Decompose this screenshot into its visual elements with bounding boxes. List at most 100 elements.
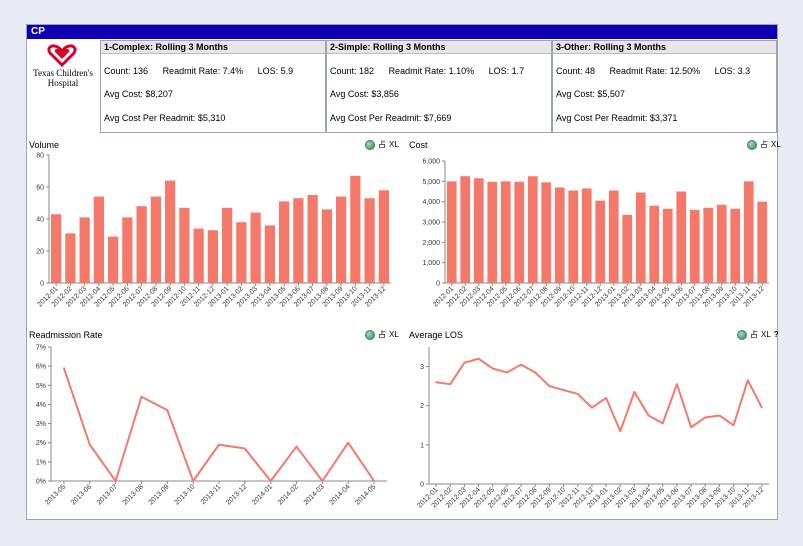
bar (446, 181, 457, 283)
chart-title-readmission: Readmission Rate (29, 330, 103, 340)
data-point (373, 480, 375, 482)
bar (293, 198, 304, 283)
data-point (114, 480, 117, 482)
y-tick-label: 60 (36, 185, 44, 192)
data-point (63, 367, 65, 369)
data-point (295, 445, 298, 448)
kpi-stats-row: Count: 182 Readmit Rate: 1.10% LOS: 1.7 (330, 66, 536, 76)
data-point (218, 443, 220, 446)
data-point (347, 441, 350, 444)
y-tick-label: 40 (36, 217, 44, 224)
bar (527, 176, 538, 283)
bar (93, 196, 105, 283)
x-tick-label: 2014-01 (251, 483, 274, 506)
bar (635, 192, 646, 283)
cost-chart: 01,0002,0003,0004,0005,0006,0002012-0120… (422, 159, 769, 309)
bar (514, 181, 525, 283)
data-point (619, 430, 622, 432)
x-tick-label: 2014-04 (329, 483, 352, 506)
kpi-los: LOS: 5.9 (257, 66, 294, 76)
data-point (661, 422, 664, 425)
data-point (676, 383, 678, 385)
help-button[interactable]: ? (773, 330, 779, 339)
export-xl-button[interactable]: XL (389, 140, 399, 149)
bar (757, 201, 768, 283)
clear-selection-button[interactable]: 占 (750, 330, 758, 339)
y-tick-label: 20 (36, 249, 44, 256)
data-point (321, 480, 324, 482)
bar (307, 195, 318, 283)
bar (500, 181, 511, 283)
data-point (690, 426, 692, 429)
clear-selection-button[interactable]: 占 (378, 330, 386, 339)
y-tick-label: 4% (36, 402, 46, 409)
y-tick-label: 7% (36, 345, 46, 352)
kpi-avg-cost: Avg Cost: $8,207 (104, 89, 173, 99)
export-xl-button[interactable]: XL (771, 140, 781, 149)
y-tick-label: 3% (36, 421, 46, 428)
chart-toolbar-average-los: 占 XL ? (737, 329, 779, 340)
data-point (704, 416, 707, 419)
bar (473, 178, 484, 283)
series-line (62, 367, 375, 482)
bar (689, 209, 700, 283)
clear-selection-button[interactable]: 占 (378, 140, 386, 149)
export-xl-button[interactable]: XL (761, 330, 771, 339)
chart-toolbar-readmission: 占 XL (365, 329, 399, 340)
data-point (140, 395, 143, 398)
x-tick-label: 2013-07 (96, 483, 119, 506)
data-point (746, 379, 749, 382)
bar (716, 204, 727, 283)
search-icon[interactable] (737, 329, 747, 340)
export-xl-button[interactable]: XL (389, 330, 399, 339)
clear-selection-button[interactable]: 占 (760, 140, 768, 149)
search-icon[interactable] (365, 139, 375, 150)
search-icon[interactable] (365, 329, 375, 340)
data-point (463, 361, 466, 364)
bar (65, 233, 76, 283)
x-tick-label: 2014-05 (354, 483, 377, 506)
bar (608, 190, 619, 283)
x-tick-label: 2013-08 (122, 483, 145, 506)
bar (50, 214, 62, 283)
bar (250, 212, 261, 283)
bar (335, 196, 347, 283)
data-point (761, 406, 763, 409)
x-tick-label: 2013-10 (173, 483, 196, 506)
y-tick-label: 2 (420, 403, 424, 410)
data-point (269, 480, 272, 482)
kpi-count: Count: 48 (556, 66, 596, 76)
bar (350, 175, 361, 283)
data-point (562, 389, 565, 391)
bar (595, 200, 606, 283)
kpi-readmit-rate: Readmit Rate: 1.10% (388, 66, 475, 76)
window-title: CP (31, 26, 45, 37)
y-tick-label: 0% (36, 479, 46, 486)
kpi-readmit-rate: Readmit Rate: 7.4% (162, 66, 244, 76)
bar (221, 207, 233, 283)
kpi-avg-cost: Avg Cost: $5,507 (556, 89, 625, 99)
kpi-header: 1-Complex: Rolling 3 Months (101, 41, 325, 54)
volume-chart: 0204060802012-012012-022012-032012-04201… (36, 153, 391, 309)
y-tick-label: 6% (36, 364, 46, 371)
bar (207, 230, 219, 283)
data-point (192, 480, 194, 482)
bar (193, 228, 204, 283)
bar (581, 188, 592, 283)
search-icon[interactable] (747, 139, 757, 150)
bar (622, 214, 633, 283)
bar (487, 181, 498, 283)
data-point (506, 371, 508, 374)
heart-logo-icon (47, 44, 77, 67)
y-tick-label: 6,000 (422, 159, 440, 166)
kpi-stats-row: Count: 48 Readmit Rate: 12.50% LOS: 3.3 (556, 66, 762, 76)
data-point (647, 414, 650, 417)
dashboard-frame: CP Texas Children's Hospital 1-Complex: … (26, 24, 781, 520)
window-title-bar: CP (27, 25, 777, 39)
bar (743, 181, 754, 283)
kpi-header: 3-Other: Rolling 3 Months (553, 41, 776, 54)
kpi-avg-cost: Avg Cost: $3,856 (330, 89, 399, 99)
y-tick-label: 80 (36, 153, 44, 160)
y-tick-label: 3,000 (422, 220, 440, 227)
kpi-avg-cost-per-readmit: Avg Cost Per Readmit: $3,371 (556, 113, 678, 123)
